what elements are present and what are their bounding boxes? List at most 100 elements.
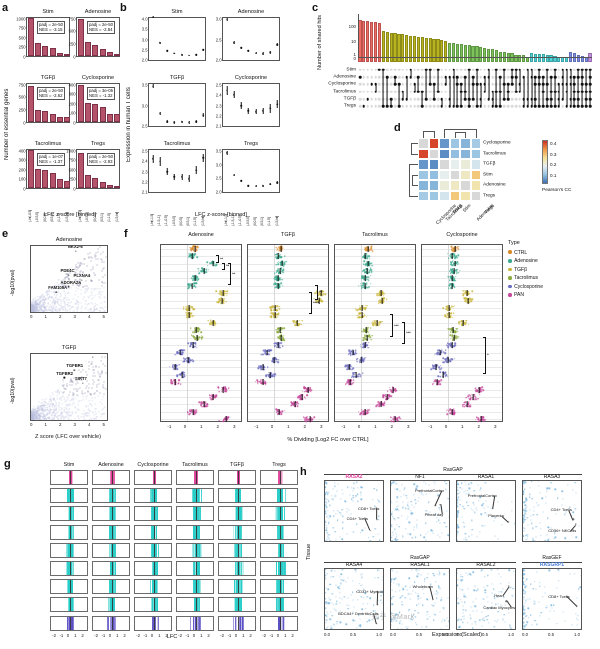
matrix-connector bbox=[460, 84, 462, 107]
datapoint bbox=[41, 310, 43, 311]
x-tick: (1.5,Inf] bbox=[274, 215, 279, 226]
datapoint bbox=[351, 383, 354, 385]
facet-plot bbox=[421, 244, 503, 423]
stat-annotation: padj = 2e-50 NES = -2.93 bbox=[87, 152, 116, 167]
datapoint bbox=[362, 372, 364, 375]
datapoint bbox=[191, 247, 194, 249]
upset-set-label: TGFβ bbox=[343, 96, 356, 102]
datapoint bbox=[386, 298, 388, 300]
datapoint bbox=[38, 296, 40, 297]
datapoint bbox=[62, 416, 64, 418]
datapoint bbox=[48, 413, 49, 415]
datapoint bbox=[73, 393, 75, 395]
datapoint bbox=[278, 308, 281, 310]
datapoint bbox=[84, 285, 86, 287]
datapoint bbox=[40, 308, 42, 309]
datapoint bbox=[371, 323, 374, 325]
datapoint bbox=[33, 309, 35, 311]
upset-bar bbox=[518, 55, 522, 62]
upset-bar bbox=[381, 31, 385, 62]
matrix-dot-filled bbox=[389, 105, 393, 108]
datapoint bbox=[88, 361, 90, 363]
median-line bbox=[187, 356, 189, 363]
median-line bbox=[262, 364, 264, 371]
datapoint bbox=[40, 406, 41, 408]
datapoint bbox=[34, 299, 36, 300]
median-line bbox=[277, 342, 279, 349]
matrix-dot-filled bbox=[378, 68, 381, 71]
matrix-connector bbox=[538, 69, 540, 107]
datapoint bbox=[228, 387, 230, 389]
datapoint bbox=[233, 93, 235, 96]
datapoint bbox=[282, 338, 285, 340]
heatmap-cell bbox=[428, 180, 439, 191]
datapoint bbox=[36, 410, 38, 411]
datapoint bbox=[36, 300, 38, 302]
datapoint bbox=[97, 258, 99, 260]
panel-f-letter: f bbox=[124, 228, 128, 240]
datapoint bbox=[104, 301, 105, 302]
datapoint bbox=[225, 293, 227, 295]
datapoint bbox=[254, 380, 257, 383]
datapoint bbox=[192, 360, 195, 363]
upset-bar bbox=[362, 20, 366, 62]
matrix-dot-filled bbox=[584, 105, 588, 108]
datapoint bbox=[254, 185, 257, 188]
median-line bbox=[203, 267, 204, 274]
datapoint bbox=[62, 381, 64, 383]
matrix-dot-empty bbox=[573, 68, 576, 71]
datapoint bbox=[88, 415, 90, 417]
x-tick: 2 bbox=[303, 423, 307, 429]
matrix-connector bbox=[453, 69, 454, 107]
matrix-dot-filled bbox=[479, 105, 483, 108]
datapoint bbox=[41, 407, 43, 409]
upset-bar bbox=[377, 22, 382, 62]
datapoint bbox=[275, 247, 277, 249]
datapoint bbox=[57, 279, 59, 281]
datapoint bbox=[55, 301, 57, 303]
datapoint bbox=[92, 366, 94, 368]
datapoint bbox=[81, 263, 83, 265]
datapoint bbox=[103, 413, 105, 414]
datapoint bbox=[89, 418, 90, 420]
datapoint bbox=[64, 295, 66, 297]
datapoint bbox=[70, 301, 72, 303]
datapoint bbox=[57, 395, 58, 396]
datapoint bbox=[361, 270, 364, 272]
y-tick: 200 bbox=[18, 167, 26, 173]
datapoint bbox=[38, 300, 40, 302]
y-tick: 0 bbox=[353, 55, 356, 61]
facet-plot: padj = 1e-07 NES = -1.37 400 300 200 100 0 bbox=[19, 148, 71, 191]
datapoint bbox=[270, 312, 272, 315]
datapoint bbox=[313, 416, 315, 419]
stat-annotation: padj = 2e-50 NES = -2.84 bbox=[87, 20, 116, 35]
datapoint bbox=[262, 184, 264, 187]
datapoint bbox=[90, 404, 92, 405]
datapoint bbox=[51, 406, 53, 407]
datapoint bbox=[60, 396, 62, 398]
matrix-connector bbox=[382, 69, 384, 107]
median-line bbox=[281, 260, 282, 267]
datapoint bbox=[32, 300, 34, 302]
datapoint bbox=[86, 396, 87, 398]
datapoint bbox=[262, 110, 264, 112]
datapoint bbox=[215, 395, 218, 397]
panel-b: b Expression in human T cells Stim 4.0 3.5… bbox=[120, 2, 304, 226]
bar bbox=[49, 114, 56, 122]
datapoint bbox=[78, 418, 80, 420]
median-line bbox=[196, 334, 198, 341]
datapoint bbox=[68, 403, 70, 405]
datapoint bbox=[79, 264, 81, 266]
datapoint bbox=[40, 305, 42, 307]
datapoint bbox=[279, 413, 282, 416]
x-tick-labels: -1 0 1 2 3 bbox=[247, 423, 329, 431]
datapoint bbox=[43, 401, 45, 403]
median-line bbox=[386, 394, 387, 400]
matrix-dot-empty bbox=[366, 90, 370, 93]
bar bbox=[49, 173, 56, 188]
x-tick: 2 bbox=[216, 423, 220, 429]
datapoint bbox=[95, 288, 97, 290]
matrix-dot-empty bbox=[405, 68, 409, 71]
datapoint bbox=[193, 336, 195, 338]
datapoint bbox=[58, 409, 60, 411]
